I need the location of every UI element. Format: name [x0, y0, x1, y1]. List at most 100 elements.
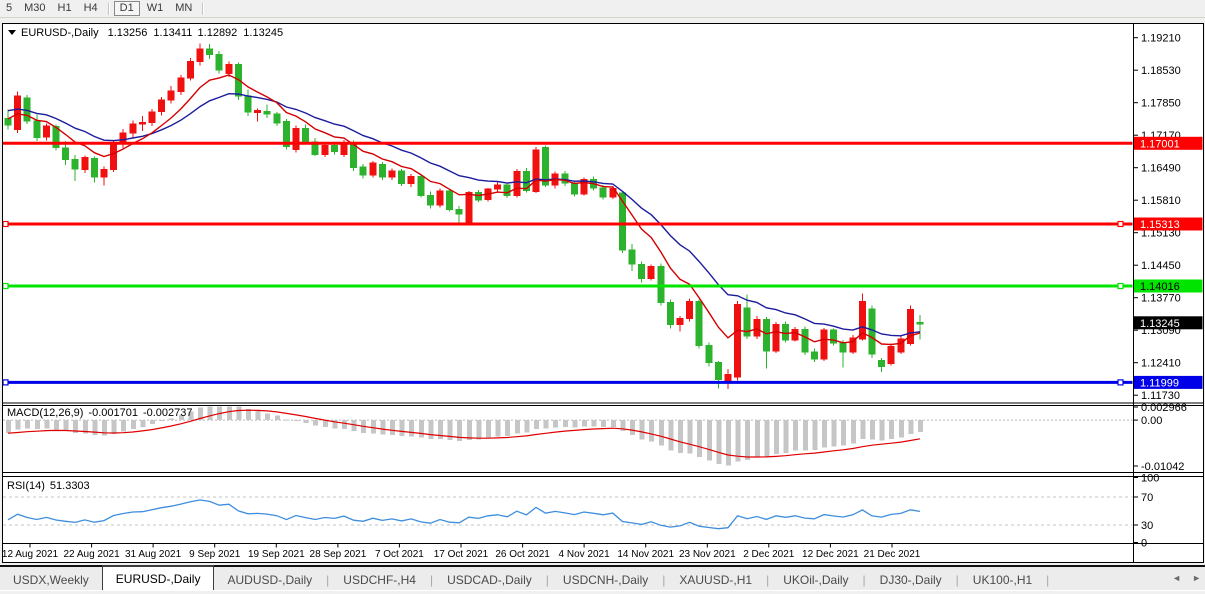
candle	[561, 171, 569, 186]
price-axis-label: 1.17850	[1141, 98, 1181, 110]
candle	[705, 342, 713, 367]
candle	[734, 301, 742, 381]
timeframe-button-5[interactable]: 5	[6, 2, 13, 14]
chart-tab-usdchf-h4[interactable]: USDCHF-,H4	[343, 572, 416, 587]
timeframe-button-w1[interactable]: W1	[146, 2, 164, 14]
ohlc-open: 1.13256	[108, 27, 148, 39]
tab-separator: |	[429, 572, 434, 587]
hline-price-badge: 1.17001	[1134, 136, 1203, 150]
candle	[810, 348, 818, 362]
date-label: 12 Dec 2021	[802, 549, 859, 560]
candle	[81, 155, 89, 173]
candle	[868, 305, 876, 358]
candle	[398, 169, 406, 186]
macd-signal-line	[7, 409, 921, 458]
candle	[916, 314, 924, 340]
chart-tab-xauusd-h1[interactable]: XAUUSD-,H1	[679, 572, 753, 587]
candle	[772, 322, 780, 354]
chart-tab-ukoil-daily[interactable]: UKOil-,Daily	[783, 572, 849, 587]
chart-tab-usdcad-daily[interactable]: USDCAD-,Daily	[447, 572, 532, 587]
macd-signal-value: -0.002737	[143, 407, 193, 419]
candle	[436, 188, 444, 208]
line-anchor-handle[interactable]	[2, 220, 9, 228]
candle	[378, 162, 386, 181]
hline-price-badge: 1.15313	[1134, 217, 1203, 231]
chart-canvas[interactable]: 1.192101.185301.178501.171701.164901.158…	[0, 0, 1205, 566]
line-anchor-handle[interactable]	[1117, 282, 1124, 290]
price-axis-label: 1.15130	[1141, 228, 1181, 240]
candle	[628, 244, 636, 271]
hline-price-badge: 1.11999	[1134, 375, 1203, 389]
timeframe-button-mn[interactable]: MN	[175, 2, 193, 14]
date-label: 23 Nov 2021	[679, 549, 736, 560]
line-anchor-handle[interactable]	[1117, 379, 1124, 386]
date-label: 12 Aug 2021	[2, 549, 59, 560]
price-axis-label: 1.15810	[1141, 195, 1181, 207]
timeframe-button-d1[interactable]: D1	[113, 1, 140, 16]
date-label: 9 Sep 2021	[189, 549, 241, 560]
svg-text:1.13245: 1.13245	[1140, 318, 1180, 330]
chart-tab-usdcnh-daily[interactable]: USDCNH-,Daily	[562, 572, 649, 587]
tab-separator: |	[326, 572, 330, 587]
date-label: 17 Oct 2021	[434, 549, 489, 560]
tab-scroll-left-icon[interactable]: ◄	[1172, 572, 1182, 583]
candle	[407, 173, 415, 187]
candle	[206, 43, 214, 60]
time-axis[interactable]: 12 Aug 2021 22 Aug 2021 31 Aug 2021 9 Sep 2…	[2, 544, 921, 560]
candle	[820, 327, 828, 361]
candle	[695, 299, 703, 349]
candle	[196, 43, 204, 66]
candles-layer	[4, 43, 924, 389]
line-anchor-handle[interactable]	[1117, 220, 1124, 228]
candle	[273, 111, 281, 127]
price-axis-label: 1.14450	[1141, 260, 1181, 272]
macd-main-value: -0.001701	[88, 407, 138, 419]
candle	[215, 51, 223, 74]
chart-tab-usdx-weekly[interactable]: USDX,Weekly	[13, 572, 89, 587]
ma-fast-line	[7, 74, 921, 346]
candle	[359, 163, 367, 179]
candle	[753, 315, 761, 339]
price-axis-label: 1.12410	[1141, 358, 1181, 370]
date-label: 2 Dec 2021	[743, 549, 795, 560]
candle	[686, 298, 694, 322]
candle	[292, 125, 300, 153]
candle	[638, 261, 646, 283]
candle	[129, 120, 137, 139]
candle	[282, 119, 290, 150]
line-anchor-handle[interactable]	[2, 282, 9, 290]
status-strip	[0, 590, 1205, 594]
macd-axis-label: -0.01042	[1141, 461, 1184, 473]
price-axis-label: 1.19210	[1141, 33, 1181, 45]
symbol-dropdown-icon[interactable]	[8, 30, 16, 35]
date-label: 4 Nov 2021	[559, 549, 611, 560]
line-anchor-handle[interactable]	[2, 379, 9, 386]
timeframe-button-m30[interactable]: M30	[24, 2, 46, 14]
svg-text:1.14016: 1.14016	[1140, 281, 1180, 293]
candle	[14, 91, 22, 133]
candle	[446, 189, 454, 212]
tab-scroll-right-icon[interactable]: ►	[1192, 572, 1201, 583]
chart-tab-dj30-daily[interactable]: DJ30-,Daily	[879, 572, 942, 587]
candle	[110, 141, 118, 172]
horizontal-line[interactable]	[2, 282, 1133, 290]
macd-label: MACD(12,26,9) -0.001701 -0.002737	[7, 407, 193, 419]
chart-tab-audusd-daily[interactable]: AUDUSD-,Daily	[227, 572, 313, 587]
rsi-axis-label: 30	[1141, 520, 1153, 532]
rsi-axis-label: 70	[1141, 492, 1153, 504]
candle	[897, 336, 905, 355]
macd-axis-label: 0.002966	[1141, 402, 1187, 414]
toolbar-divider	[107, 2, 109, 15]
candle	[426, 191, 434, 209]
date-label: 7 Oct 2021	[375, 549, 424, 560]
price-axis[interactable]: 1.192101.185301.178501.171701.164901.158…	[1134, 33, 1187, 550]
candle	[762, 316, 770, 369]
chart-tab-uk100-h1[interactable]: UK100-,H1	[972, 572, 1033, 587]
timeframe-button-h4[interactable]: H4	[83, 2, 98, 14]
chart-tab-eurusd-daily[interactable]: EURUSD-,Daily	[101, 565, 215, 592]
candle	[801, 326, 809, 356]
candle	[71, 154, 79, 182]
toolbar-divider	[202, 2, 204, 15]
candle	[906, 305, 914, 346]
timeframe-button-h1[interactable]: H1	[57, 2, 72, 14]
